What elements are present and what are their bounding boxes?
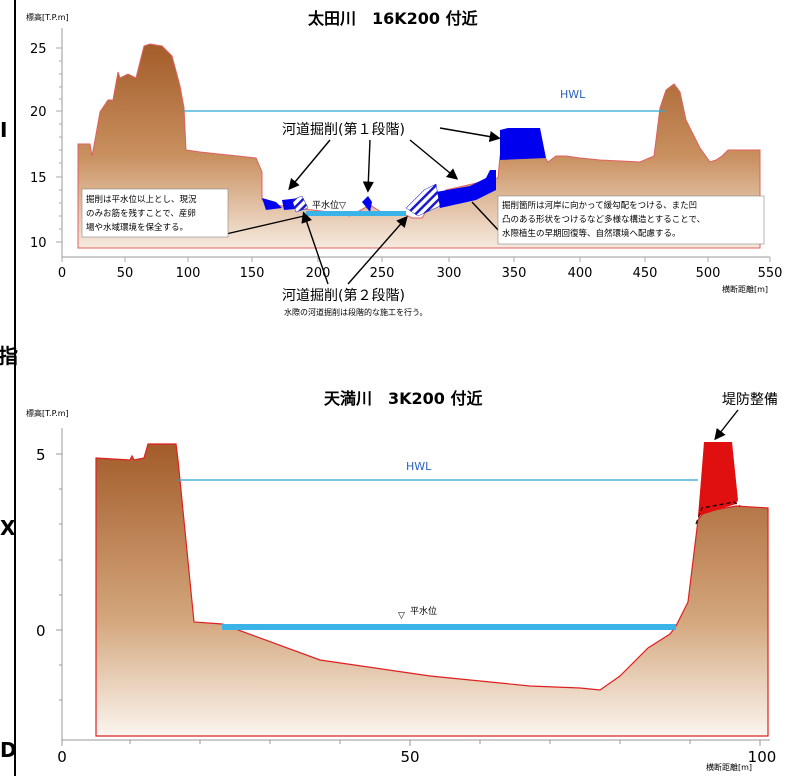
top-right-note-line3: 水際植生の早期回復等、自然環境へ配慮する。 [502,228,681,239]
top-hatch-right [405,183,441,217]
top-ytick-10: 10 [30,236,47,251]
top-stage1-label: 河道掘削(第１段階) [282,121,405,138]
bottom-levee-label: 堤防整備 [722,392,778,408]
top-right-note-line2: 凸のある形状をつけるなど多様な構造とすることで、 [502,214,705,225]
bottom-ytick-5: 5 [36,446,46,464]
bottom-ground-profile [95,443,769,737]
top-xtick-0: 0 [58,266,66,281]
top-excavation-left [262,198,282,210]
top-xtick-200: 200 [306,266,331,281]
top-left-note-line2: のみお筋を残すことで、産卵 [86,208,196,219]
bottom-water-symbol: ▽ [398,611,405,621]
bottom-levee [698,442,738,516]
top-left-note-line3: 場や水域環境を保全する。 [86,222,188,233]
bottom-water-label: 平水位 [410,605,437,617]
left-margin-char-4: D [0,738,17,762]
top-ylabel: 標高[T.P.m] [26,12,69,22]
bottom-xtick-0: 0 [57,748,67,766]
top-right-note-line1: 掘削箇所は河岸に向かって緩勾配をつける、また凹 [502,200,697,211]
bottom-xtick-50: 50 [400,748,419,766]
bottom-levee-dashed [695,501,741,525]
top-water-surface [306,211,406,216]
top-ytick-25: 25 [30,42,47,57]
top-cross-section: 太田川 16K200 付近 標高[T.P.m] 横断距離[m] 25 20 15… [26,9,782,317]
top-xtick-550: 550 [758,266,783,281]
bottom-water-surface [222,624,676,630]
top-xtick-250: 250 [370,266,395,281]
top-xtick-450: 450 [633,266,658,281]
bottom-hwl-label: HWL [406,460,432,473]
top-left-note-box [81,188,229,238]
top-stage2-label: 河道掘削(第２段階) [282,287,405,304]
top-water-label: 平水位▽ [312,199,346,211]
left-margin-char-1: I [0,118,8,142]
top-xtick-350: 350 [502,266,527,281]
bottom-ylabel: 標高[T.P.m] [26,408,69,418]
top-xlabel: 横断距離[m] [722,284,768,294]
top-xtick-500: 500 [696,266,721,281]
bottom-title: 天満川 3K200 付近 [324,389,483,408]
top-left-note-line1: 掘削は平水位以上とし、現況 [86,194,197,205]
top-xtick-50: 50 [117,266,134,281]
top-title: 太田川 16K200 付近 [307,9,478,28]
top-hatch-left [291,195,309,213]
left-margin-char-2: 指 [0,344,18,368]
top-xtick-300: 300 [437,266,462,281]
left-frame-line [14,0,16,776]
top-ytick-20: 20 [30,105,47,120]
top-ytick-15: 15 [30,171,47,186]
top-stage2-note: 水際の河道掘削は段階的な施工を行う。 [284,307,428,317]
top-xtick-100: 100 [176,266,201,281]
bottom-xtick-100: 100 [748,748,777,766]
top-xtick-150: 150 [240,266,265,281]
bottom-ytick-0: 0 [36,622,46,640]
top-hwl-label: HWL [560,88,586,101]
top-excavation-upper [500,128,546,160]
top-xtick-400: 400 [568,266,593,281]
left-margin-char-3: X [0,516,16,540]
bottom-xlabel: 横断距離[m] [706,762,752,772]
top-right-note-box [497,195,765,245]
top-excavation-mid [362,196,372,212]
top-excavation-right [436,170,496,208]
bottom-cross-section: 天満川 3K200 付近 標高[T.P.m] 横断距離[m] 5 0 0 50 … [26,389,778,772]
